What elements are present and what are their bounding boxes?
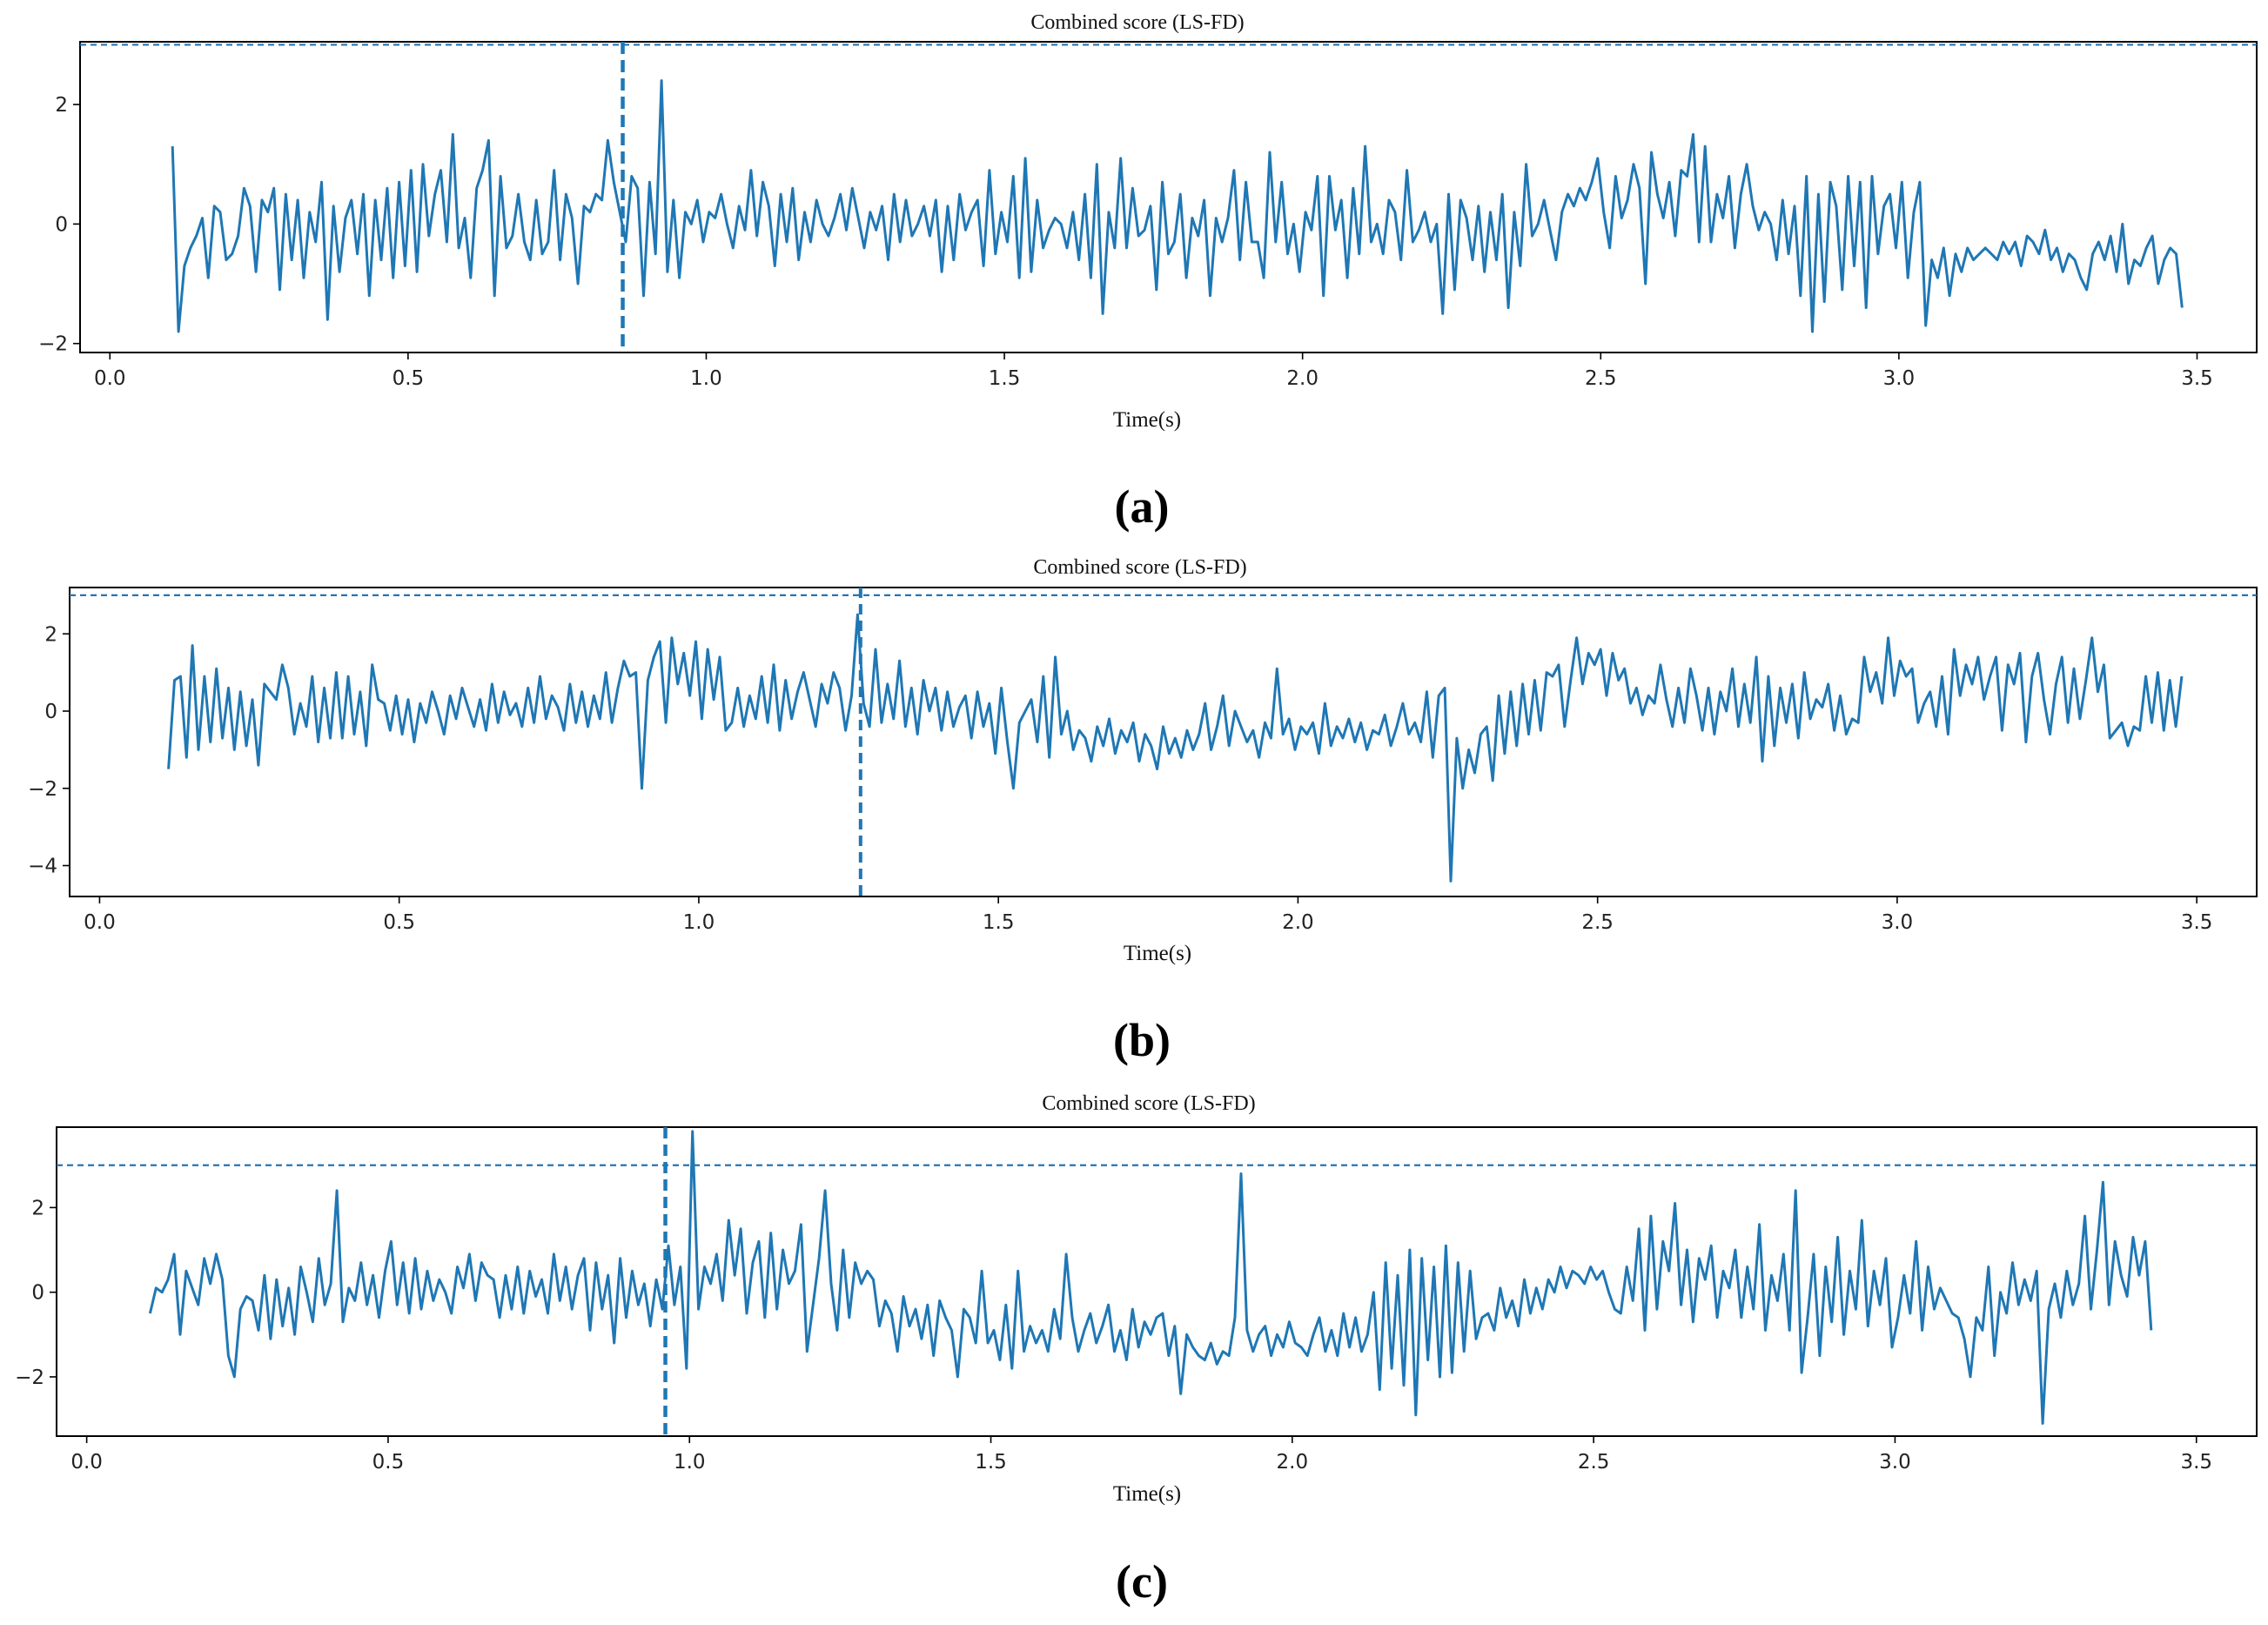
chart-title: Combined score (LS-FD) (1042, 1092, 1255, 1115)
plot-frame (56, 1126, 2258, 1437)
x-tick-label: 0.5 (393, 367, 425, 390)
panel-c: Combined score (LS-FD) 0.0 0.5 1.0 1.5 2.0 2.… (15, 1092, 2258, 1608)
x-axis-label: Time(s) (1113, 1482, 1181, 1506)
y-tick-label: −2 (28, 778, 57, 801)
y-tick-label: 0 (31, 1282, 44, 1305)
panel-label: (c) (1116, 1555, 1168, 1608)
axes: 0.0 0.5 1.0 1.5 2.0 2.5 3.0 3.5 −2 0 2 (38, 94, 2213, 390)
panel-label: (b) (1113, 1014, 1171, 1066)
y-tick-label: −2 (15, 1366, 44, 1389)
x-tick-label: 0.0 (94, 367, 126, 390)
series-line (171, 79, 2184, 333)
x-axis-label: Time(s) (1124, 942, 1191, 965)
x-tick-label: 3.5 (2181, 367, 2213, 390)
y-tick-label: 0 (44, 701, 57, 723)
y-tick-label: 2 (55, 94, 68, 117)
chart-title: Combined score (LS-FD) (1033, 556, 1246, 579)
y-tick-label: 2 (44, 623, 57, 646)
x-tick-label: 3.0 (1882, 911, 1914, 934)
panel-b: Combined score (LS-FD) 0.0 0.5 1.0 1.5 2.0 2.… (28, 556, 2258, 1066)
x-tick-label: 2.0 (1286, 367, 1319, 390)
chart-title: Combined score (LS-FD) (1030, 11, 1244, 34)
series-line (148, 1130, 2153, 1425)
y-tick-label: −4 (28, 856, 57, 878)
x-tick-label: 2.0 (1282, 911, 1314, 934)
x-tick-label: 2.5 (1585, 367, 1617, 390)
x-tick-label: 3.0 (1883, 367, 1916, 390)
x-tick-label: 0.0 (70, 1451, 103, 1474)
panel-a: Combined score (LS-FD) 0.0 0.5 1.0 1.5 2.0 2.… (38, 11, 2258, 533)
x-tick-label: 1.0 (690, 367, 722, 390)
x-tick-label: 3.0 (1879, 1451, 1911, 1474)
plot-frame (69, 587, 2258, 897)
x-tick-label: 2.5 (1578, 1451, 1610, 1474)
x-tick-label: 2.5 (1581, 911, 1614, 934)
x-tick-label: 1.5 (983, 911, 1015, 934)
x-tick-label: 3.5 (2180, 1451, 2212, 1474)
x-tick-label: 1.5 (975, 1451, 1007, 1474)
x-tick-label: 0.0 (84, 911, 116, 934)
y-tick-label: 2 (31, 1197, 44, 1219)
axes: 0.0 0.5 1.0 1.5 2.0 2.5 3.0 3.5 −2 0 2 (15, 1197, 2212, 1474)
x-tick-label: 0.5 (383, 911, 415, 934)
plot-frame (79, 41, 2258, 353)
x-tick-label: 1.0 (683, 911, 715, 934)
series-line (167, 613, 2184, 883)
y-tick-label: −2 (38, 333, 68, 356)
axes: 0.0 0.5 1.0 1.5 2.0 2.5 3.0 3.5 −4 −2 0 2 (28, 623, 2212, 934)
x-axis-label: Time(s) (1113, 408, 1181, 432)
x-tick-label: 3.5 (2181, 911, 2213, 934)
x-tick-label: 1.5 (989, 367, 1021, 390)
x-tick-label: 2.0 (1277, 1451, 1309, 1474)
y-tick-label: 0 (55, 213, 68, 236)
x-tick-label: 0.5 (372, 1451, 405, 1474)
panel-label: (a) (1115, 480, 1170, 533)
x-tick-label: 1.0 (674, 1451, 706, 1474)
